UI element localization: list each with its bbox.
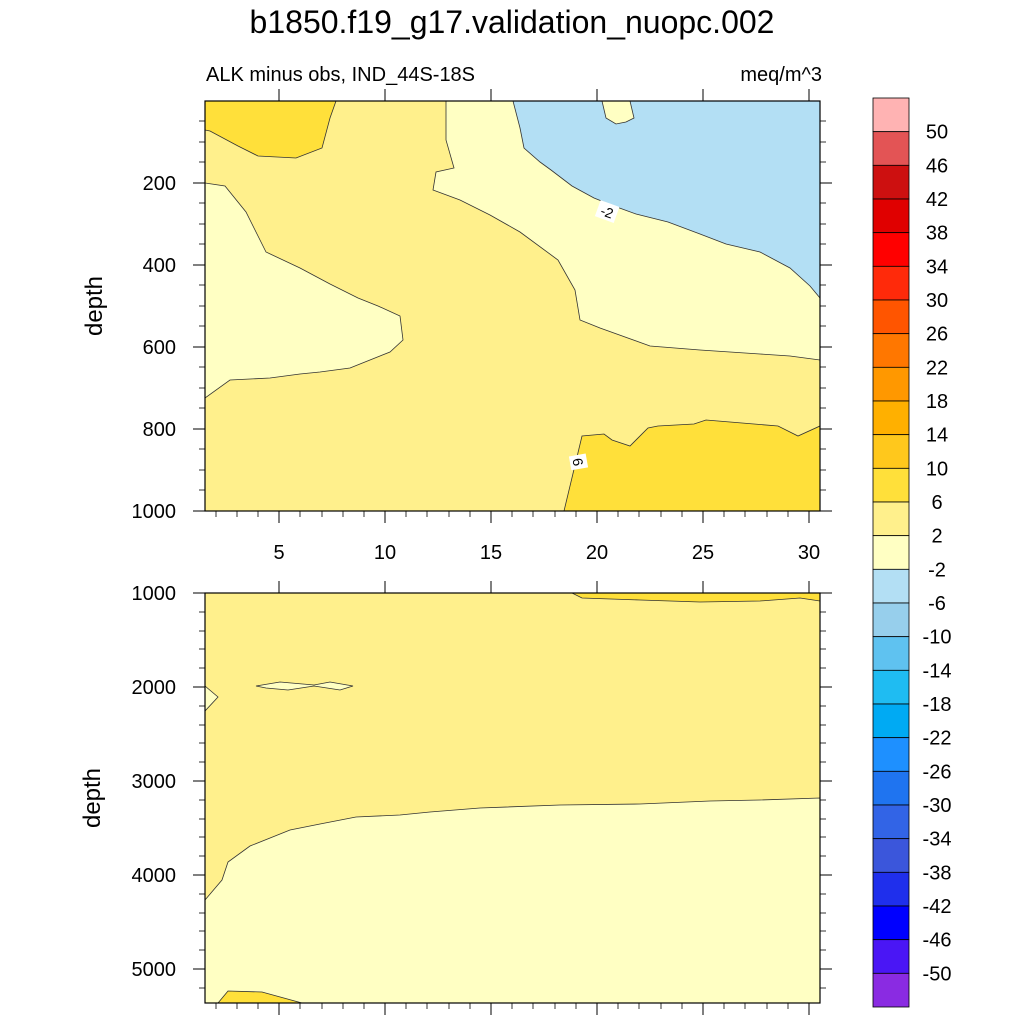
units-subtitle: meq/m^3 [740,64,822,86]
bottom-region-6-10-bottomleft [217,990,303,1003]
colorbar-label: 14 [926,425,948,447]
colorbar-swatch [872,838,910,873]
colorbar-label: -2 [928,559,946,581]
colorbar-label: -42 [923,896,952,918]
contour-label-neg2-text: -2 [598,202,615,221]
colorbar-label: -6 [928,593,946,615]
colorbar-swatch [872,400,910,436]
top-x-axis [215,89,810,523]
colorbar-label: 26 [926,324,948,346]
colorbar-swatch [872,299,910,335]
bottom-panel: 1000 2000 3000 4000 5000 depth [79,581,832,1015]
colorbar-swatch [872,198,910,234]
colorbar-swatch [872,905,910,941]
chart-title: b1850.f19_g17.validation_nuopc.002 [249,4,775,40]
colorbar-label: -34 [923,829,952,851]
colorbar-swatch [872,232,910,267]
top-region-6-10-bottomright [563,419,820,511]
bottom-plot-frame [204,592,821,1004]
top-region-neg6-neg2 [512,101,820,299]
colorbar-swatch [872,366,910,402]
top-y-axis [193,120,832,512]
top-x-tick-label: 30 [798,542,820,564]
colorbar-swatch [872,804,910,840]
colorbar-label: -18 [923,694,952,716]
colorbar-swatch [872,669,910,705]
colorbar-label: -30 [923,795,952,817]
colorbar-swatch [872,535,910,570]
bottom-y-tick-label: 4000 [132,865,177,887]
colorbar-swatch [872,770,910,806]
colorbar-label: -26 [923,761,952,783]
colorbar-label: 18 [926,391,948,413]
colorbar-label: 6 [931,492,942,514]
top-x-tick-label: 20 [586,542,608,564]
colorbar-swatch [872,602,910,638]
colorbar-swatch [872,501,910,537]
bottom-region-neg2-2-deep [205,797,820,1003]
top-x-tick-label: 10 [374,542,396,564]
contour-label-neg2: -2 [594,200,620,223]
colorbar-swatch [872,131,910,166]
colorbar-swatch [872,737,910,772]
colorbar-label: 22 [926,357,948,379]
variable-subtitle: ALK minus obs, IND_44S-18S [206,64,476,86]
top-region-neg2-2-left [205,182,404,399]
colorbar-label: -22 [923,728,952,750]
bottom-y-tick-label: 2000 [132,677,177,699]
colorbar-label: -46 [923,930,952,952]
bottom-x-axis [215,581,810,1015]
top-y-tick-label: 800 [143,419,176,441]
colorbar-label: -38 [923,862,952,884]
colorbar-swatch [872,871,910,907]
bottom-region-neg2-2-left [205,685,219,712]
colorbar-label: -14 [923,660,952,682]
bottom-y-tick-label: 1000 [132,583,177,605]
colorbar-label: -10 [923,627,952,649]
contour-label-6: 6 [568,453,589,471]
bottom-y-tick-label: 5000 [132,959,177,981]
colorbar-label: 38 [926,223,948,245]
colorbar-label: -50 [923,963,952,985]
top-y-tick-label: 600 [143,337,176,359]
bottom-y-tick-label: 3000 [132,771,177,793]
colorbar-label: 46 [926,155,948,177]
colorbar-label: 42 [926,189,948,211]
top-y-axis-label: depth [81,276,108,336]
colorbar-swatch [872,568,910,604]
top-y-tick-label: 400 [143,255,176,277]
top-region-6-10-topleft [205,101,337,159]
colorbar-label: 2 [931,526,942,548]
top-x-tick-label: 5 [273,542,284,564]
top-y-tick-label: 1000 [132,501,177,523]
top-panel: -2 6 [81,89,832,564]
bottom-region-neg2-2-island [255,681,354,691]
contour-label-6-text: 6 [569,457,586,468]
colorbar-swatch [872,972,910,1008]
colorbar-label: 10 [926,458,948,480]
colorbar-swatch [872,265,910,301]
top-x-tick-label: 15 [480,542,502,564]
colorbar-label: 50 [926,122,948,144]
colorbar-swatch [872,434,910,469]
bottom-y-axis-label: depth [79,768,106,828]
colorbar-label: 34 [926,256,948,278]
top-x-tick-label: 25 [692,542,714,564]
bottom-y-axis [193,592,832,989]
colorbar-swatch [872,703,910,739]
colorbar-swatch [872,939,910,974]
top-y-tick-label: 200 [143,173,176,195]
colorbar-label: 30 [926,290,948,312]
bottom-region-6-10-top [571,593,820,603]
colorbar-swatch [872,97,910,133]
colorbar-swatch [872,636,910,671]
colorbar: 50 46 42 38 34 30 26 22 18 14 10 6 2 -2 -6 -10 -14 -18 -22… [872,97,952,1008]
colorbar-swatch [872,164,910,200]
colorbar-swatch [872,467,910,503]
colorbar-swatch [872,333,910,368]
